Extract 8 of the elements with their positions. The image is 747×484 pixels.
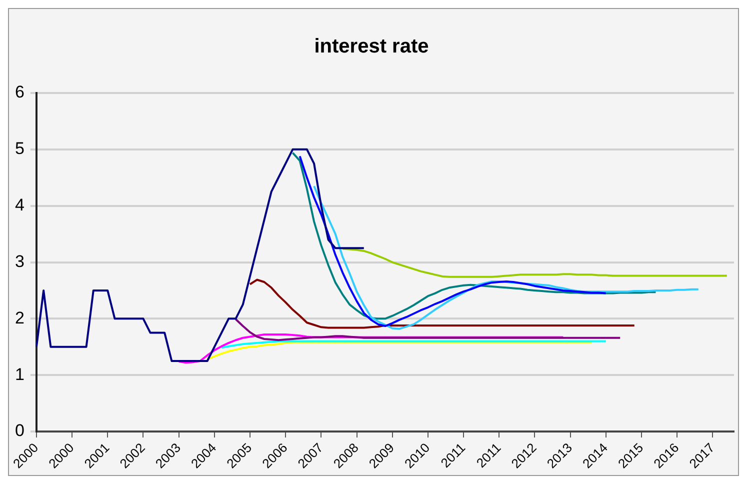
chart-title: interest rate bbox=[314, 36, 429, 58]
y-tick-label: 4 bbox=[14, 196, 24, 215]
y-tick-label: 6 bbox=[14, 82, 24, 102]
y-tick-label: 5 bbox=[14, 139, 24, 158]
y-tick-label: 3 bbox=[14, 252, 24, 271]
y-tick-label: 0 bbox=[14, 421, 24, 440]
y-tick-label: 2 bbox=[14, 308, 24, 328]
y-tick-label: 1 bbox=[14, 364, 24, 384]
